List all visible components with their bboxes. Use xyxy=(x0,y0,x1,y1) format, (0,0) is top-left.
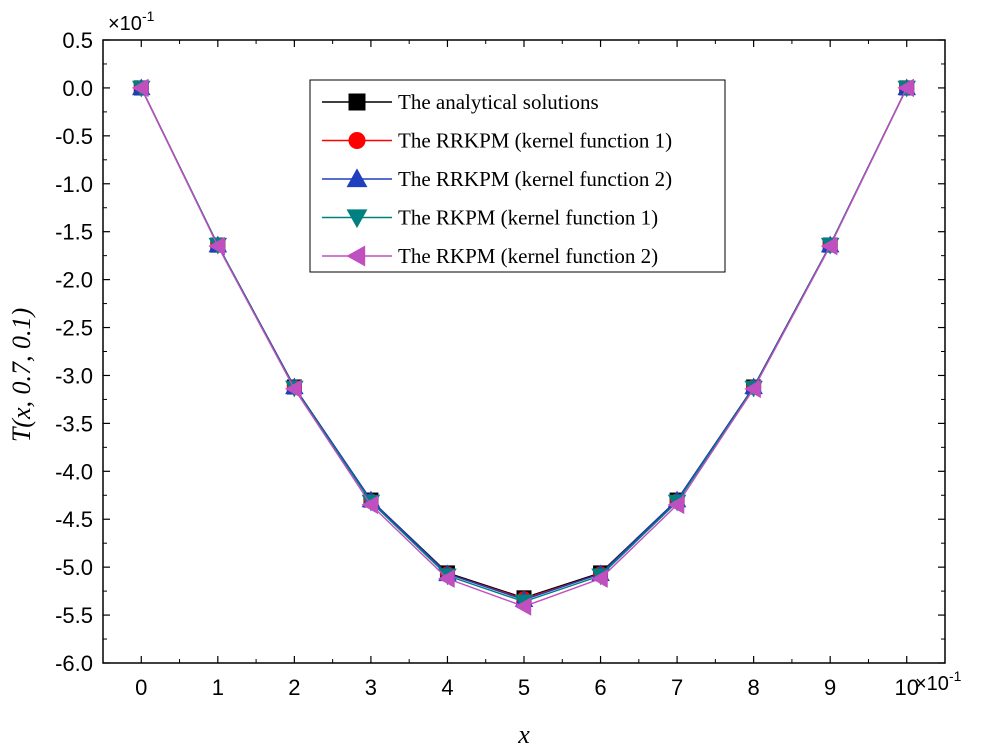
y-tick-label: -6.0 xyxy=(55,651,93,676)
x-tick-label: 7 xyxy=(671,675,683,700)
x-tick-label: 10 xyxy=(894,675,918,700)
y-tick-label: -0.5 xyxy=(55,124,93,149)
y-tick-label: -1.5 xyxy=(55,220,93,245)
x-tick-label: 2 xyxy=(288,675,300,700)
y-tick-label: -2.5 xyxy=(55,316,93,341)
x-tick-label: 8 xyxy=(748,675,760,700)
y-tick-label: -4.5 xyxy=(55,507,93,532)
legend-label: The RRKPM (kernel function 1) xyxy=(398,129,672,153)
legend-item: The RRKPM (kernel function 2) xyxy=(322,167,672,191)
data-point-triangle-down xyxy=(346,209,368,229)
data-point-triangle-left xyxy=(438,569,455,588)
x-tick-label: 5 xyxy=(518,675,530,700)
data-point-triangle-left xyxy=(820,236,838,256)
y-axis-title: T(x, 0.7, 0.1) xyxy=(7,308,36,442)
data-point-triangle-left xyxy=(897,78,914,98)
y-tick-label: -3.5 xyxy=(55,411,93,436)
legend: The analytical solutions The RRKPM (kerne… xyxy=(309,79,726,273)
x-tick-label: 6 xyxy=(594,675,606,700)
legend-label: The analytical solutions xyxy=(398,90,599,114)
x-axis-title: x xyxy=(517,720,530,749)
y-tick-label: 0.0 xyxy=(62,76,93,101)
legend-item: The RRKPM (kernel function 1) xyxy=(322,129,672,153)
y-tick-label: -5.0 xyxy=(55,555,93,580)
data-point-triangle-left xyxy=(346,245,366,267)
legend-item: The RKPM (kernel function 1) xyxy=(322,206,658,230)
data-point-square xyxy=(348,93,366,111)
legend-items: The analytical solutions The RRKPM (kerne… xyxy=(322,90,672,268)
y-axis: 0.5 0.0 -0.5 -1.0 -1.5 -2.0 -2.5 -3.0 -3.5 -4.0 -4… xyxy=(55,28,945,676)
x-tick-label: 0 xyxy=(135,675,147,700)
data-point-circle xyxy=(348,132,366,149)
x-axis: 0 1 2 3 4 5 6 7 8 9 10 xyxy=(135,40,919,700)
x-tick-label: 1 xyxy=(212,675,224,700)
legend-label: The RKPM (kernel function 1) xyxy=(398,206,658,230)
legend-item: The RKPM (kernel function 2) xyxy=(322,244,658,268)
data-point-triangle-left xyxy=(591,569,608,588)
legend-label: The RRKPM (kernel function 2) xyxy=(398,167,672,191)
x-tick-label: 9 xyxy=(824,675,836,700)
data-point-triangle-left xyxy=(131,78,149,98)
x-multiplier: ×10-1 xyxy=(915,668,962,695)
legend-label: The RKPM (kernel function 2) xyxy=(398,244,658,268)
x-tick-label: 4 xyxy=(441,675,453,700)
legend-box xyxy=(309,79,726,273)
data-point-triangle-left xyxy=(514,597,532,616)
data-point-triangle-left xyxy=(208,236,226,256)
data-point-triangle-left xyxy=(744,379,761,399)
data-point-triangle-up xyxy=(346,168,368,188)
y-tick-label: -1.0 xyxy=(55,172,93,197)
series-4 xyxy=(131,78,914,616)
y-tick-label: -2.0 xyxy=(55,268,93,293)
y-tick-label: -4.0 xyxy=(55,459,93,484)
legend-item: The analytical solutions xyxy=(322,90,599,114)
y-multiplier: ×10-1 xyxy=(108,8,155,35)
data-point-triangle-left xyxy=(667,495,685,515)
y-tick-label: 0.5 xyxy=(62,28,93,53)
x-tick-label: 3 xyxy=(365,675,377,700)
series-layer xyxy=(131,78,916,616)
y-tick-label: -3.0 xyxy=(55,363,93,388)
data-point-triangle-left xyxy=(361,495,379,515)
y-tick-label: -5.5 xyxy=(55,603,93,628)
data-point-triangle-left xyxy=(284,379,302,399)
